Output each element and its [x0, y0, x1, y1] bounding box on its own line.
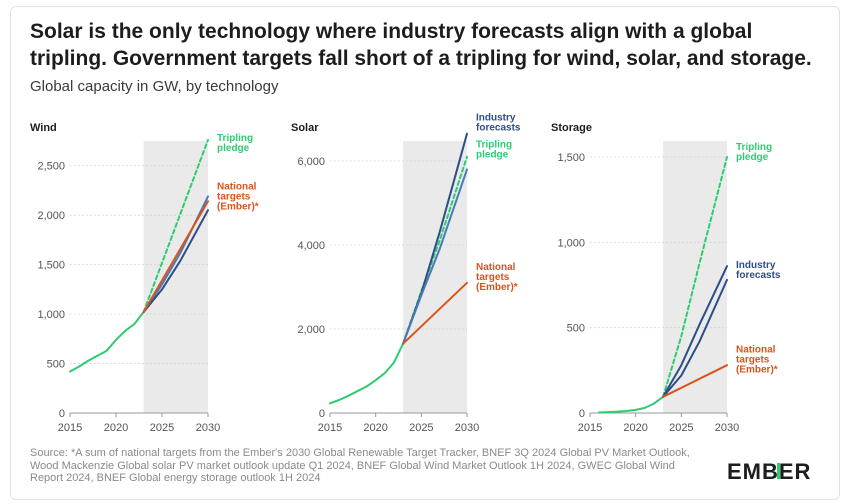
series-annotation: Tripling pledge: [476, 140, 512, 161]
solar-panel: Solar 0 2,000 4,000 6,000 2015 2020 2025 2030 Ind…: [291, 113, 521, 434]
storage-panel: Storage 0 500 1,000 1,500 2015 2020 2025 2030 Tri…: [551, 122, 781, 434]
series-line-historical: [69, 311, 145, 373]
series-annotation: National targets (Ember)*: [476, 262, 518, 293]
series-line-tripling-pledge: [662, 156, 728, 398]
y-tick-label: 2,500: [37, 161, 65, 173]
x-tick-label: 2025: [150, 422, 174, 434]
annotation-line: (Ember)*: [476, 282, 518, 293]
annotation-line: targets: [476, 272, 510, 283]
annotation-line: (Ember)*: [736, 364, 778, 375]
charts-area: Wind 0 500 1,000 1,500 2,000 2,500 2015 2020 2025…: [30, 113, 781, 434]
series-line-industry-forecast-b: [142, 209, 209, 314]
annotation-line: National: [476, 262, 516, 273]
y-tick-label: 0: [319, 408, 325, 420]
forecast-shading: [403, 141, 467, 413]
wind-panel: Wind 0 500 1,000 1,500 2,000 2,500 2015 2020 2025…: [30, 122, 259, 434]
annotation-line: forecasts: [736, 270, 781, 281]
annotation-line: targets: [217, 191, 251, 202]
series-line-historical: [329, 342, 405, 405]
series-annotation: Industry forecasts: [476, 113, 521, 134]
series-annotation: Industry forecasts: [736, 260, 781, 281]
series-line-national-targets-ember: [662, 364, 728, 398]
chart-title: Solar: [291, 122, 319, 134]
page-title: Solar is the only technology where indus…: [30, 20, 812, 70]
x-tick-label: 2030: [455, 422, 479, 434]
y-tick-label: 1,500: [37, 260, 65, 272]
annotation-line: (Ember)*: [217, 201, 259, 212]
ember-logo: EMBER: [727, 459, 811, 484]
series-line-industry-forecast-b: [662, 278, 728, 398]
source-note: Source: *A sum of national targets from …: [30, 447, 690, 484]
annotation-line: Industry: [736, 260, 776, 271]
forecast-shading: [143, 141, 208, 413]
x-tick-label: 2015: [318, 422, 342, 434]
annotation-line: pledge: [217, 143, 250, 154]
x-tick-label: 2020: [623, 422, 647, 434]
x-tick-label: 2030: [715, 422, 739, 434]
y-tick-label: 500: [47, 359, 65, 371]
y-tick-label: 1,500: [557, 152, 585, 164]
series-annotation: Tripling pledge: [217, 133, 253, 154]
y-tick-label: 500: [567, 323, 585, 335]
y-tick-label: 4,000: [297, 240, 325, 252]
x-tick-label: 2015: [58, 422, 82, 434]
annotation-line: National: [217, 181, 257, 192]
annotation-line: National: [736, 344, 776, 355]
series-line-national-targets-ember: [142, 200, 209, 314]
annotation-line: Tripling: [476, 140, 512, 151]
x-tick-label: 2020: [104, 422, 128, 434]
x-tick-label: 2015: [578, 422, 602, 434]
chart-subtitle: Global capacity in GW, by technology: [30, 78, 279, 95]
logo-accent: [777, 463, 780, 479]
series-annotation: National targets (Ember)*: [736, 344, 778, 375]
series-line-industry-forecast-a: [662, 265, 728, 398]
y-tick-label: 2,000: [297, 324, 325, 336]
y-tick-label: 0: [579, 408, 585, 420]
annotation-line: Tripling: [736, 142, 772, 153]
annotation-line: Industry: [476, 113, 516, 124]
series-line-industry-forecast-b: [402, 168, 468, 345]
chart-title: Wind: [30, 122, 57, 134]
x-tick-label: 2025: [669, 422, 693, 434]
x-tick-label: 2020: [363, 422, 387, 434]
y-tick-label: 2,000: [37, 210, 65, 222]
series-line-national-targets-ember: [402, 281, 468, 345]
y-tick-label: 6,000: [297, 156, 325, 168]
y-tick-label: 1,000: [37, 309, 65, 321]
series-line-historical: [598, 395, 665, 414]
chart-title: Storage: [551, 122, 592, 134]
x-tick-label: 2030: [196, 422, 220, 434]
x-tick-label: 2025: [409, 422, 433, 434]
forecast-shading: [663, 141, 727, 413]
annotation-line: forecasts: [476, 123, 521, 134]
annotation-line: pledge: [476, 150, 509, 161]
annotation-line: targets: [736, 354, 770, 365]
annotation-line: Tripling: [217, 133, 253, 144]
annotation-line: pledge: [736, 152, 769, 163]
series-annotation: Tripling pledge: [736, 142, 772, 163]
series-annotation: National targets (Ember)*: [217, 181, 259, 212]
series-line-tripling-pledge: [142, 139, 209, 314]
y-tick-label: 1,000: [557, 237, 585, 249]
logo-text: EMBER: [727, 459, 811, 484]
y-tick-label: 0: [59, 408, 65, 420]
